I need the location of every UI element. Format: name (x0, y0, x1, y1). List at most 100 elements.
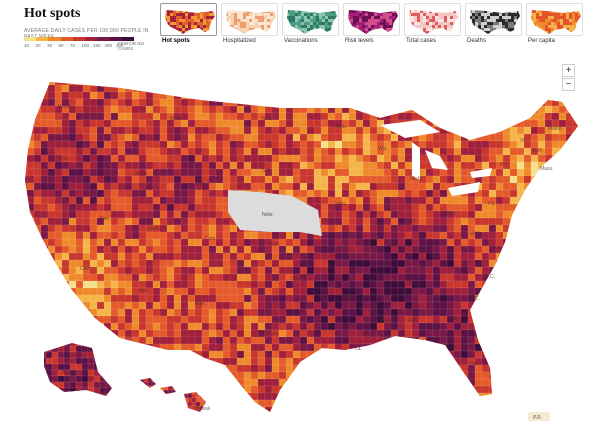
county-cell (334, 343, 343, 352)
county-cell (159, 378, 168, 387)
county-cell (544, 196, 553, 205)
county-cell (110, 126, 119, 135)
county-cell (320, 91, 329, 100)
county-cell (334, 322, 343, 331)
county-cell (572, 189, 578, 198)
county-cell (25, 294, 28, 303)
county-cell (355, 154, 364, 163)
county-cell (383, 336, 392, 345)
county-cell (40, 280, 53, 289)
tab-risk-levels[interactable]: Risk levels (343, 3, 400, 45)
county-cell (516, 203, 525, 212)
county-cell (425, 392, 434, 401)
county-cell (580, 239, 589, 246)
zoom-in-button[interactable]: + (562, 64, 575, 77)
county-cell (390, 84, 399, 93)
county-cell (467, 350, 476, 359)
county-cell (54, 336, 67, 345)
county-cell (75, 294, 84, 303)
county-cell (44, 345, 47, 353)
county-cell (40, 315, 49, 324)
county-cell (446, 238, 455, 247)
county-cell (250, 350, 259, 359)
county-cell (163, 378, 169, 383)
county-cell (516, 287, 529, 296)
county-cell (509, 385, 518, 394)
county-cell (537, 119, 546, 128)
county-cell (509, 343, 518, 352)
county-cell (54, 308, 63, 317)
county-cell (502, 259, 515, 268)
zoom-out-button[interactable]: − (562, 78, 575, 91)
county-cell (278, 266, 287, 275)
county-cell (383, 91, 392, 100)
county-cell (453, 308, 462, 317)
county-cell (341, 210, 350, 219)
county-cell (180, 378, 189, 387)
county-cell (292, 371, 305, 380)
county-cell (61, 82, 70, 86)
county-cell (397, 82, 406, 86)
county-cell (110, 280, 119, 289)
county-cell (362, 119, 371, 128)
tab-total-cases[interactable]: Total cases (404, 3, 461, 45)
county-cell (495, 182, 504, 191)
county-cell (369, 371, 378, 380)
county-cell (313, 399, 322, 408)
county-cell (26, 385, 39, 394)
county-cell (572, 371, 578, 380)
county-cell (145, 203, 154, 212)
county-cell (271, 399, 284, 408)
county-cell (147, 397, 153, 403)
county-cell (257, 140, 266, 149)
county-cell (222, 343, 231, 352)
county-cell (45, 387, 56, 395)
county-cell (544, 182, 553, 191)
county-cell (89, 245, 98, 254)
tab-deaths[interactable]: Deaths (465, 3, 522, 45)
county-cell (446, 378, 455, 387)
county-cell (425, 378, 438, 387)
county-cell (404, 294, 413, 303)
county-cell (187, 147, 196, 156)
county-cell (313, 301, 322, 310)
county-cell (439, 133, 448, 142)
county-cell (75, 329, 88, 338)
county-cell (376, 329, 385, 338)
county-cell (481, 140, 490, 149)
county-cell (124, 350, 133, 359)
county-cell (171, 401, 179, 407)
county-cell (580, 85, 587, 92)
county-cell (257, 287, 266, 296)
county-cell (229, 371, 238, 380)
county-cell (558, 385, 567, 394)
county-cell (117, 231, 126, 240)
tab-per-capita[interactable]: Per capita (526, 3, 583, 45)
county-cell (439, 112, 452, 121)
tab-hospitalized[interactable]: Hospitalized (221, 3, 278, 45)
tab-hot-spots[interactable]: Hot spots (160, 3, 217, 45)
county-cell (180, 82, 189, 86)
county-cell (61, 245, 70, 254)
county-cell (397, 91, 406, 100)
county-cell (110, 357, 119, 366)
county-cell (474, 287, 483, 296)
county-cell (285, 252, 294, 261)
alaska-cells (44, 343, 112, 396)
county-cell (348, 91, 357, 100)
county-cell (411, 364, 420, 373)
county-cell (82, 105, 91, 114)
county-cell (144, 414, 150, 418)
county-cell (558, 224, 571, 233)
county-cell (551, 280, 560, 289)
county-cell (264, 84, 277, 93)
county-cell (68, 336, 77, 345)
county-cell (201, 154, 210, 163)
county-cell (425, 259, 434, 268)
county-cell (173, 203, 182, 212)
county-cell (481, 308, 490, 317)
county-cell (558, 308, 567, 317)
county-cell (446, 84, 455, 93)
tab-vaccinations[interactable]: Vaccinations (282, 3, 339, 45)
